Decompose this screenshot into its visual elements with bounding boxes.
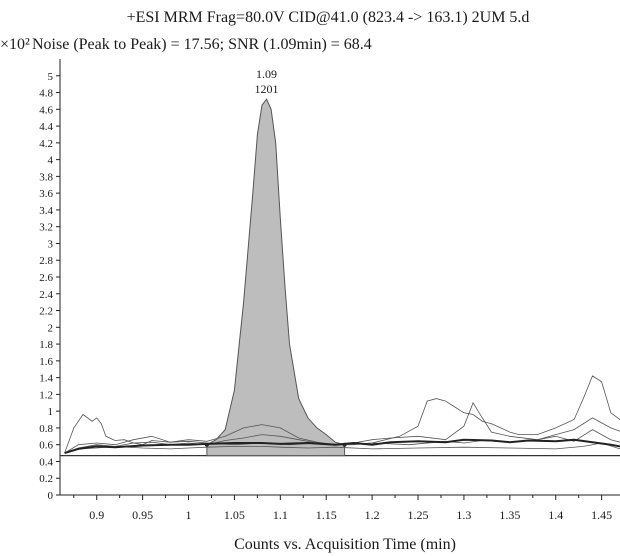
y-tick-label: 4.6 xyxy=(39,104,53,116)
y-tick-label: 3.6 xyxy=(39,188,53,200)
y-tick-label: 0.2 xyxy=(39,473,53,485)
series-line xyxy=(64,375,620,454)
y-tick-label: 0 xyxy=(48,490,54,502)
x-tick-label: 1.3 xyxy=(456,508,471,522)
peak-height-label: 1201 xyxy=(255,82,279,96)
x-tick-label: 1.05 xyxy=(224,508,245,522)
y-tick-label: 3.8 xyxy=(39,171,53,183)
x-tick-label: 1.45 xyxy=(591,508,612,522)
y-tick-label: 2.4 xyxy=(39,289,53,301)
chart-title: +ESI MRM Frag=80.0V CID@41.0 (823.4 -> 1… xyxy=(127,9,530,26)
x-tick-label: 1.25 xyxy=(408,508,429,522)
chart-subtitle: Noise (Peak to Peak) = 17.56; SNR (1.09m… xyxy=(32,36,372,53)
x-tick-label: 1.4 xyxy=(548,508,563,522)
y-tick-label: 3.4 xyxy=(39,205,53,217)
y-tick-label: 5 xyxy=(48,71,54,83)
x-axis-label: Counts vs. Acquisition Time (min) xyxy=(234,536,456,553)
x-tick-label: 1.35 xyxy=(499,508,520,522)
x-tick-label: 1.2 xyxy=(365,508,380,522)
y-tick-label: 4.4 xyxy=(39,121,53,133)
y-axis-multiplier: ×10² xyxy=(0,36,30,53)
y-tick-label: 4.2 xyxy=(39,138,53,150)
y-tick-label: 1.4 xyxy=(39,373,53,385)
x-tick-label: 1.1 xyxy=(273,508,288,522)
peak-area xyxy=(206,98,346,457)
plot-area: 0 0.2 0.4 0.6 0.8 1 1.2 1.4 1.6 1.8 2 2.2 2.4 2.6 2.8 3… xyxy=(39,59,620,522)
y-tick-label: 1.2 xyxy=(39,389,53,401)
y-tick-label: 4.8 xyxy=(39,88,53,100)
x-tick-label: 0.95 xyxy=(132,508,153,522)
y-tick-label: 2.6 xyxy=(39,272,53,284)
y-tick-label: 3.2 xyxy=(39,222,53,234)
y-tick-label: 1.8 xyxy=(39,339,53,351)
y-tick-label: 0.8 xyxy=(39,423,53,435)
x-tick-label: 0.9 xyxy=(89,508,104,522)
y-tick-label: 2.2 xyxy=(39,306,53,318)
series-line-bold xyxy=(64,438,620,455)
y-tick-label: 0.6 xyxy=(39,440,53,452)
y-tick-label: 0.4 xyxy=(39,456,53,468)
peak-time-label: 1.09 xyxy=(256,67,277,81)
y-tick-label: 2 xyxy=(48,322,54,334)
x-tick-label: 1.15 xyxy=(316,508,337,522)
x-tick-label: 1 xyxy=(186,508,192,522)
y-tick-label: 1.6 xyxy=(39,356,53,368)
y-tick-label: 1 xyxy=(48,406,54,418)
y-tick-label: 4 xyxy=(48,155,54,167)
y-tick-label: 2.8 xyxy=(39,255,53,267)
y-tick-label: 3 xyxy=(48,238,54,250)
